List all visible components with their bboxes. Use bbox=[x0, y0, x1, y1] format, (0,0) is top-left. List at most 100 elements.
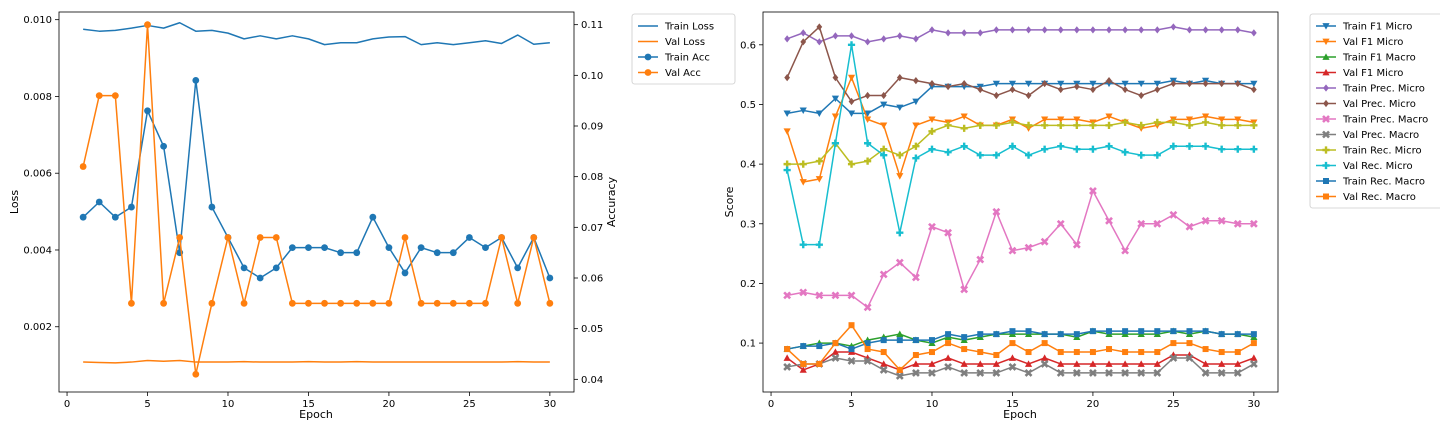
data-point-val-rec-macro bbox=[945, 340, 952, 347]
data-point-train-prec-micro bbox=[1041, 26, 1048, 34]
data-point-val-rec-micro bbox=[1105, 142, 1113, 150]
data-point-train-acc bbox=[79, 213, 87, 221]
data-point-val-prec-macro bbox=[1072, 368, 1081, 377]
legend-marker-train-f1-micro bbox=[1322, 23, 1330, 30]
data-point-val-f1-micro bbox=[1057, 116, 1065, 123]
data-point-val-rec-micro bbox=[1201, 142, 1210, 150]
data-point-train-f1-micro bbox=[880, 101, 888, 109]
series-train-rec-micro bbox=[783, 118, 1258, 168]
left-y-tick-label: 0.002 bbox=[23, 322, 52, 333]
data-point-train-rec-macro bbox=[1154, 328, 1161, 335]
data-point-train-prec-macro bbox=[1249, 219, 1258, 228]
data-point-train-prec-micro bbox=[1202, 26, 1209, 34]
data-point-train-prec-micro bbox=[1154, 26, 1161, 34]
series-line-val-loss bbox=[83, 359, 550, 364]
data-point-train-rec-micro bbox=[847, 160, 856, 168]
data-point-val-f1-micro bbox=[1250, 354, 1258, 361]
data-point-val-acc bbox=[498, 234, 505, 241]
data-point-val-prec-macro bbox=[960, 368, 969, 377]
data-point-train-f1-micro bbox=[815, 110, 823, 118]
data-point-val-prec-micro bbox=[929, 79, 935, 88]
data-point-val-rec-macro bbox=[832, 340, 839, 347]
data-point-val-rec-micro bbox=[880, 151, 888, 159]
data-point-train-prec-micro bbox=[977, 29, 984, 37]
left-y2-tick-label: 0.09 bbox=[581, 122, 603, 133]
data-point-train-acc bbox=[337, 249, 345, 257]
data-point-val-acc bbox=[305, 299, 312, 307]
data-point-train-acc bbox=[482, 244, 489, 252]
data-point-val-prec-macro bbox=[928, 368, 936, 377]
data-point-val-rec-macro bbox=[864, 346, 871, 353]
data-point-val-rec-macro bbox=[816, 360, 823, 367]
data-point-train-prec-micro bbox=[993, 26, 1000, 34]
data-point-train-rec-macro bbox=[1009, 328, 1016, 335]
left-y-tick-label: 0.006 bbox=[23, 169, 52, 180]
data-point-val-prec-macro bbox=[879, 366, 888, 374]
data-point-val-rec-macro bbox=[1089, 349, 1096, 356]
legend-entry-train-prec-micro: Train Prec. Micro bbox=[1316, 84, 1425, 95]
data-point-val-f1-micro bbox=[1153, 360, 1161, 367]
data-point-val-rec-macro bbox=[1025, 349, 1032, 356]
data-point-val-f1-micro bbox=[799, 366, 807, 373]
left-x-tick-label: 25 bbox=[463, 399, 476, 410]
data-point-val-f1-micro bbox=[1234, 116, 1242, 123]
data-point-train-acc bbox=[353, 249, 361, 257]
data-point-val-rec-macro bbox=[1202, 346, 1209, 353]
data-point-val-rec-micro bbox=[1250, 145, 1258, 153]
score-chart: 0 5 10 15 20 25 30 0.1 0.2 0.3 0.4 0.5 0.6 Epoch Sc… bbox=[723, 11, 1440, 421]
series-val-acc bbox=[79, 21, 554, 378]
data-point-val-f1-micro bbox=[928, 360, 936, 367]
data-point-val-prec-micro bbox=[1073, 82, 1080, 91]
data-point-train-prec-macro bbox=[1233, 219, 1242, 228]
data-point-val-f1-micro bbox=[896, 173, 904, 180]
data-point-train-acc bbox=[111, 213, 119, 221]
data-point-train-prec-macro bbox=[960, 285, 969, 294]
left-y2-tick-label: 0.04 bbox=[581, 375, 603, 386]
data-point-val-rec-macro bbox=[1154, 349, 1161, 356]
data-point-val-f1-micro bbox=[847, 74, 856, 82]
data-point-val-rec-micro bbox=[831, 139, 840, 147]
left-y-tick-label: 0.010 bbox=[23, 15, 52, 26]
data-point-train-f1-micro bbox=[1008, 80, 1017, 88]
legend-entry-val-rec-micro: Val Rec. Micro bbox=[1316, 161, 1413, 172]
data-point-train-prec-micro bbox=[929, 26, 935, 34]
data-point-train-acc bbox=[385, 244, 393, 252]
data-point-val-rec-micro bbox=[992, 151, 1000, 159]
data-point-train-f1-micro bbox=[847, 110, 856, 118]
data-point-train-prec-micro bbox=[896, 32, 903, 40]
data-point-train-prec-macro bbox=[863, 303, 872, 312]
data-point-val-prec-micro bbox=[1218, 79, 1225, 88]
data-point-val-prec-macro bbox=[1121, 368, 1130, 377]
data-point-val-rec-micro bbox=[1008, 142, 1017, 150]
data-point-train-prec-micro bbox=[1073, 26, 1080, 34]
legend-label-train-f1-macro: Train F1 Macro bbox=[1342, 53, 1416, 64]
data-point-train-rec-macro bbox=[1218, 331, 1225, 338]
right-x-axis-label: Epoch bbox=[1003, 408, 1037, 421]
series-val-rec-macro bbox=[784, 322, 1257, 373]
data-point-train-prec-macro bbox=[815, 291, 824, 300]
data-point-train-rec-macro bbox=[800, 343, 807, 350]
data-point-train-rec-macro bbox=[816, 343, 823, 350]
data-point-val-rec-macro bbox=[1186, 340, 1193, 347]
data-point-val-f1-micro bbox=[1121, 360, 1129, 367]
data-point-train-rec-micro bbox=[928, 127, 936, 135]
data-point-val-f1-micro bbox=[1105, 113, 1113, 120]
right-legend: Train F1 Micro Val F1 Micro Train F1 Macro… bbox=[1309, 13, 1440, 209]
legend-label-train-f1-micro: Train F1 Micro bbox=[1342, 22, 1412, 33]
data-point-train-prec-micro bbox=[1186, 26, 1193, 34]
data-point-val-rec-micro bbox=[1121, 148, 1129, 156]
legend-entry-train-f1-micro: Train F1 Micro bbox=[1316, 22, 1412, 33]
data-point-train-prec-macro bbox=[1137, 219, 1146, 228]
data-point-val-rec-macro bbox=[1138, 349, 1145, 356]
data-point-val-acc bbox=[546, 299, 554, 307]
data-point-train-rec-micro bbox=[1041, 121, 1049, 129]
data-point-val-acc bbox=[272, 234, 280, 241]
data-point-val-f1-micro bbox=[928, 116, 936, 123]
data-point-val-rec-macro bbox=[848, 322, 855, 329]
data-point-train-f1-micro bbox=[1153, 80, 1161, 88]
data-point-val-prec-micro bbox=[1234, 79, 1241, 88]
right-y-tick-label: 0.5 bbox=[740, 100, 756, 111]
left-plot-frame bbox=[58, 11, 575, 393]
data-point-train-acc bbox=[95, 198, 103, 206]
data-point-val-f1-micro bbox=[1073, 116, 1081, 123]
